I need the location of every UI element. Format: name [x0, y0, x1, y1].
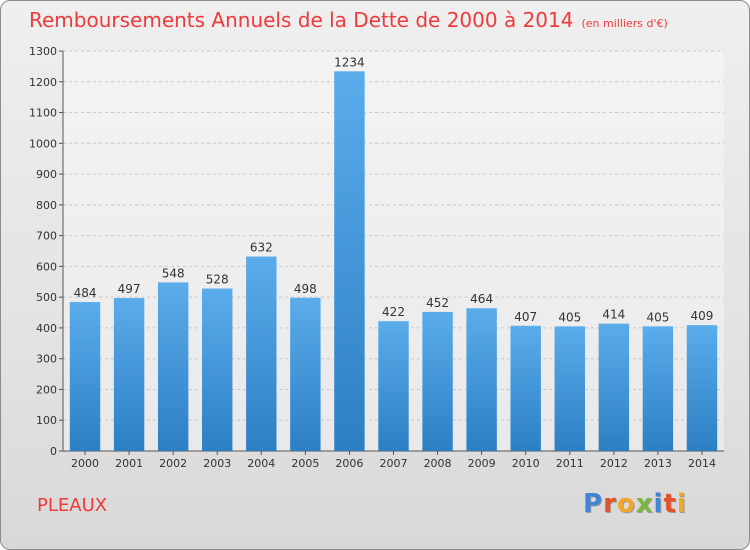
bar [510, 325, 541, 451]
x-tick-label: 2010 [512, 457, 540, 470]
x-tick-label: 2007 [380, 457, 408, 470]
y-tick-label: 1200 [29, 76, 57, 89]
data-label: 422 [382, 305, 405, 319]
bar [334, 71, 365, 452]
bar [378, 321, 409, 451]
bar [422, 311, 453, 451]
bar [290, 297, 321, 451]
y-tick-label: 1300 [29, 45, 57, 58]
data-label: 452 [426, 296, 449, 310]
x-tick-label: 2003 [203, 457, 231, 470]
data-label: 632 [250, 241, 273, 255]
data-label: 497 [118, 282, 141, 296]
chart-title-text: Remboursements Annuels de la Dette de 20… [29, 8, 574, 32]
logo-letter: t [663, 489, 677, 519]
logo-letter: r [603, 489, 617, 519]
x-tick-label: 2002 [159, 457, 187, 470]
bar [246, 256, 277, 451]
x-tick-label: 2009 [468, 457, 496, 470]
logo-letter: i [676, 489, 687, 519]
y-tick-label: 600 [36, 260, 57, 273]
x-tick-label: 2012 [600, 457, 628, 470]
bar [598, 323, 630, 451]
logo-letter: o [616, 489, 636, 519]
data-label: 405 [646, 310, 669, 324]
data-label: 1234 [334, 55, 365, 69]
x-tick-label: 2008 [424, 457, 452, 470]
bar [466, 308, 497, 451]
bar [113, 298, 145, 451]
x-tick-label: 2001 [115, 457, 143, 470]
data-label: 464 [470, 292, 493, 306]
data-label: 548 [162, 266, 185, 280]
data-label: 484 [74, 286, 97, 300]
x-tick-label: 2004 [247, 457, 275, 470]
bar [554, 326, 585, 451]
y-tick-label: 800 [36, 199, 57, 212]
logo-letter: x [635, 489, 654, 519]
x-tick-label: 2000 [71, 457, 99, 470]
y-tick-label: 700 [36, 230, 57, 243]
data-label: 405 [558, 310, 581, 324]
y-tick-label: 200 [36, 383, 57, 396]
y-tick-label: 300 [36, 353, 57, 366]
logo-letter: P [583, 489, 604, 519]
data-label: 409 [691, 309, 714, 323]
proxiti-logo: Proxiti [583, 489, 687, 519]
data-label: 528 [206, 273, 229, 287]
x-tick-label: 2014 [688, 457, 716, 470]
x-tick-label: 2005 [291, 457, 319, 470]
data-label: 498 [294, 282, 317, 296]
chart-title: Remboursements Annuels de la Dette de 20… [29, 8, 668, 32]
x-tick-label: 2006 [335, 457, 363, 470]
y-tick-label: 400 [36, 322, 57, 335]
y-tick-label: 0 [50, 445, 57, 458]
x-tick-label: 2011 [556, 457, 584, 470]
bar [686, 325, 718, 451]
y-tick-label: 1100 [29, 107, 57, 120]
bar [642, 326, 674, 451]
chart-subtitle: (en milliers d'€) [581, 17, 668, 30]
y-tick-label: 1000 [29, 137, 57, 150]
y-tick-label: 500 [36, 291, 57, 304]
y-tick-label: 100 [36, 414, 57, 427]
bar [157, 282, 189, 451]
y-tick-label: 900 [36, 168, 57, 181]
logo-letter: i [653, 489, 664, 519]
bar [69, 302, 101, 451]
data-label: 414 [602, 308, 625, 322]
data-label: 407 [514, 310, 537, 324]
commune-name: PLEAUX [37, 495, 108, 516]
x-tick-label: 2013 [644, 457, 672, 470]
bar [202, 288, 233, 451]
